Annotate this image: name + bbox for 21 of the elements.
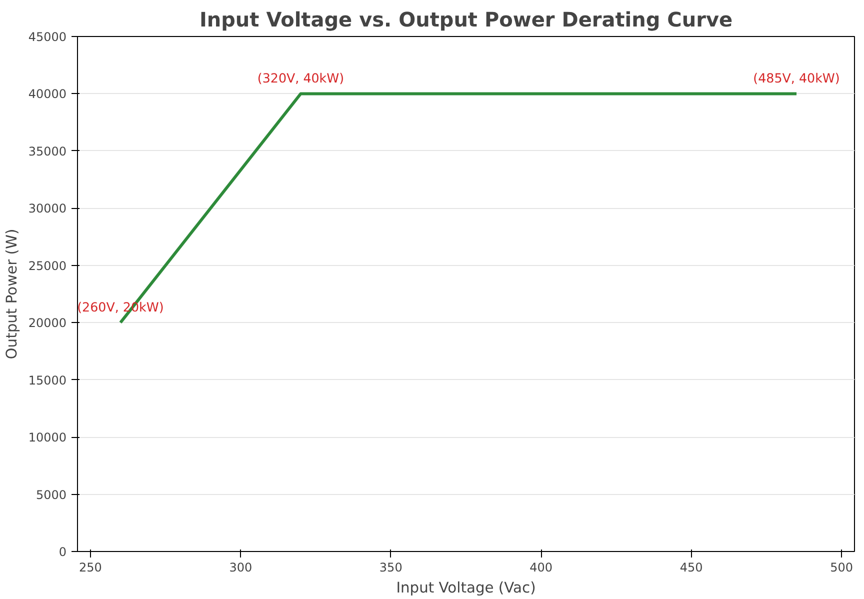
y-axis-title: Output Power (W): [3, 228, 20, 360]
y-tick-label: 10000: [28, 430, 67, 445]
x-axis-title: Input Voltage (Vac): [396, 580, 536, 596]
chart-title: Input Voltage vs. Output Power Derating Curve: [199, 8, 733, 32]
annotation: (485V, 40kW): [753, 70, 840, 86]
y-tick-label: 0: [58, 545, 67, 559]
y-tick-label: 40000: [28, 87, 67, 102]
y-tick-label: 15000: [28, 373, 67, 388]
annotation: (320V, 40kW): [257, 70, 344, 86]
y-tick-label: 45000: [28, 30, 67, 44]
x-tick-label: 500: [830, 560, 854, 574]
x-tick-label: 250: [78, 560, 102, 574]
x-tick-label: 350: [379, 560, 402, 574]
x-tick-label: 400: [530, 560, 553, 574]
y-tick-label: 5000: [36, 488, 67, 502]
x-tick-label: 300: [229, 560, 252, 574]
y-tick-label: 30000: [28, 202, 67, 216]
y-tick-label: 35000: [28, 144, 67, 158]
y-tick-label: 20000: [28, 316, 67, 330]
y-tick-label: 25000: [28, 258, 67, 273]
x-tick-label: 450: [680, 560, 703, 574]
